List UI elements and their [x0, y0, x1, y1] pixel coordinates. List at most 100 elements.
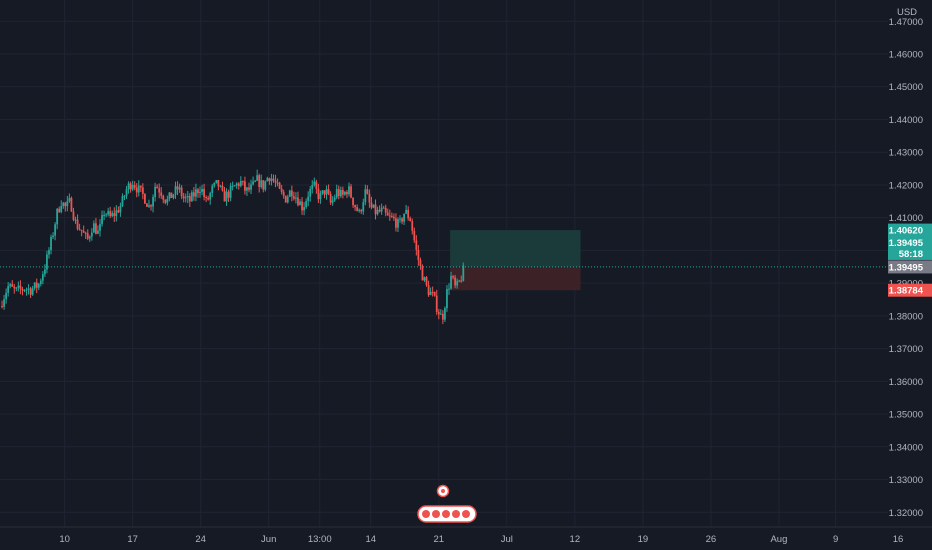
candle-body	[346, 191, 348, 195]
candle-body	[407, 209, 410, 219]
candle-body	[356, 207, 359, 211]
candle-body	[43, 269, 46, 275]
candle-body	[1, 306, 3, 308]
candle-body	[362, 202, 365, 212]
candle-body	[58, 208, 61, 213]
price-tick-label: 1.37000	[889, 344, 923, 355]
candle-body	[90, 232, 93, 237]
event-dot-icon	[432, 510, 440, 518]
candle-body	[31, 288, 34, 295]
candle-body	[113, 213, 116, 217]
price-tick-label: 1.44000	[889, 115, 923, 126]
candle-body	[78, 229, 81, 231]
candle-body	[35, 282, 38, 288]
candle-body	[323, 190, 326, 195]
candle-body	[166, 198, 169, 203]
currency-label[interactable]: USD	[897, 7, 917, 18]
candle-body	[313, 181, 316, 186]
countdown-badge: 58:18	[899, 249, 923, 260]
candle-body	[237, 183, 240, 186]
time-tick-label: 9	[833, 534, 838, 545]
candle-body	[162, 195, 165, 200]
candle-body	[399, 218, 401, 220]
candle-body	[192, 192, 195, 197]
candle-body	[397, 219, 399, 228]
candle-body	[321, 190, 324, 194]
time-tick-label: 24	[195, 534, 206, 545]
candle-body	[68, 197, 71, 202]
candle-body	[186, 195, 189, 198]
candle-body	[421, 266, 424, 281]
candle-body	[184, 197, 187, 199]
price-tick-label: 1.41000	[889, 213, 923, 224]
stop-zone[interactable]	[450, 266, 581, 291]
candle-body	[213, 182, 216, 186]
candle-body	[278, 182, 281, 189]
candle-body	[135, 187, 138, 193]
candle-body	[15, 287, 18, 289]
candle-body	[105, 214, 108, 216]
target-price-badge: 1.40620	[889, 226, 923, 237]
candle-body	[207, 198, 210, 200]
candle-body	[70, 197, 73, 212]
event-flag-dot-icon	[441, 489, 445, 493]
candle-body	[119, 205, 122, 213]
economic-events-marker[interactable]	[417, 484, 477, 523]
candle-body	[56, 208, 59, 225]
candle-body	[137, 185, 140, 193]
candle-body	[139, 185, 142, 188]
target-zone[interactable]	[450, 230, 581, 267]
last-price-badge: 1.39495	[889, 238, 924, 249]
event-dot-icon	[442, 510, 450, 518]
candle-body	[13, 286, 16, 289]
candle-body	[295, 197, 297, 199]
candle-body	[188, 195, 191, 202]
candle-body	[66, 201, 69, 207]
candle-body	[299, 201, 301, 206]
time-tick-label: Jul	[501, 534, 513, 545]
candle-body	[264, 181, 267, 190]
price-tick-label: 1.46000	[889, 50, 923, 61]
candle-body	[411, 221, 414, 231]
price-tick-label: 1.32000	[889, 508, 923, 519]
candle-body	[86, 233, 89, 239]
candles	[1, 169, 465, 325]
candle-body	[254, 180, 257, 182]
candle-body	[190, 192, 193, 202]
current-price-badge: 1.39495	[889, 262, 924, 273]
gridlines	[0, 0, 899, 527]
candle-body	[129, 183, 132, 190]
candle-body	[178, 187, 181, 190]
candle-body	[97, 230, 99, 234]
candle-body	[252, 181, 254, 185]
event-dot-icon	[452, 510, 460, 518]
position-zones[interactable]	[450, 230, 581, 291]
candle-body	[327, 189, 330, 194]
candle-body	[274, 180, 277, 183]
candle-body	[3, 299, 5, 307]
candle-body	[117, 210, 120, 213]
candle-body	[246, 187, 248, 191]
candle-body	[133, 185, 136, 188]
time-tick-label: 16	[893, 534, 904, 545]
candle-body	[152, 197, 154, 207]
candle-body	[211, 185, 214, 194]
candle-body	[441, 313, 444, 320]
candle-body	[319, 193, 322, 200]
candle-body	[341, 190, 344, 195]
price-tick-label: 1.47000	[889, 17, 923, 28]
candle-body	[239, 180, 242, 186]
event-dot-icon	[462, 510, 470, 518]
candle-body	[352, 197, 354, 206]
candle-body	[148, 205, 150, 207]
time-axis[interactable]: 10 17 24 Jun 13:00 14 21 Jul 12 19 26 Aug 9 16	[0, 526, 932, 545]
candle-body	[205, 197, 208, 199]
candle-body	[25, 289, 28, 291]
candle-body	[280, 188, 283, 192]
candle-body	[425, 277, 428, 286]
candle-body	[99, 224, 101, 231]
candle-body	[50, 236, 52, 251]
